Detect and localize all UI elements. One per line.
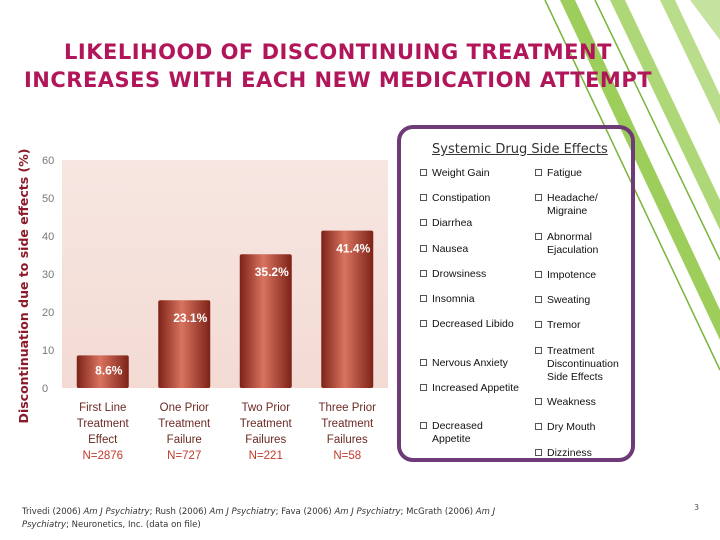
- checkbox-bullet-icon: [420, 245, 427, 252]
- side-effect-label: Dry Mouth: [547, 421, 596, 433]
- title-line-1: LIKELIHOOD OF DISCONTINUING TREATMENT: [64, 40, 612, 64]
- y-tick-label: 50: [42, 193, 54, 205]
- side-effect-label: Drowsiness: [432, 268, 487, 280]
- checkbox-bullet-icon: [420, 295, 427, 302]
- stripe-2: [610, 0, 720, 230]
- side-effect-label: Decreased Appetite: [432, 420, 483, 445]
- citation: Trivedi (2006) Am J Psychiatry; Rush (20…: [22, 506, 522, 532]
- checkbox-bullet-icon: [535, 321, 542, 328]
- y-axis-label: Discontinuation due to side effects (%): [16, 149, 31, 424]
- checkbox-bullet-icon: [420, 320, 427, 327]
- bar: [239, 254, 292, 388]
- bar-value-label: 35.2%: [255, 265, 289, 279]
- category-label: Effect: [88, 434, 118, 446]
- bar-value-label: 41.4%: [336, 242, 370, 256]
- category-label: One Prior: [160, 402, 209, 414]
- citation-part: ; Fava (2006): [275, 507, 335, 517]
- y-tick-label: 30: [42, 269, 54, 281]
- side-effect-label: Fatigue: [547, 167, 583, 179]
- bar: [321, 230, 374, 388]
- side-effect-label: Weight Gain: [432, 167, 490, 179]
- side-effect-label: Constipation: [432, 192, 491, 204]
- stripe-1: [560, 0, 720, 340]
- category-label: Treatment: [240, 418, 293, 430]
- side-effect-label: Insomnia: [432, 293, 475, 305]
- checkbox-bullet-icon: [535, 423, 542, 430]
- side-effect-label: Nausea: [432, 243, 469, 255]
- checkbox-bullet-icon: [420, 169, 427, 176]
- checkbox-bullet-icon: [420, 194, 427, 201]
- category-n-label: N=58: [333, 450, 361, 462]
- checkbox-bullet-icon: [420, 270, 427, 277]
- category-n-label: N=221: [249, 450, 283, 462]
- category-n-label: N=2876: [82, 450, 123, 462]
- category-label: First Line: [79, 402, 126, 414]
- category-label: Failures: [327, 434, 368, 446]
- checkbox-bullet-icon: [420, 359, 427, 366]
- y-tick-label: 20: [42, 307, 54, 319]
- citation-part: Am J Psychiatry: [209, 507, 276, 517]
- checkbox-bullet-icon: [535, 398, 542, 405]
- category-label: Treatment: [77, 418, 130, 430]
- stripe-3: [660, 0, 720, 125]
- side-effects-box: [397, 125, 635, 462]
- citation-part: ; Rush (2006): [149, 507, 210, 517]
- side-effect-label: Nervous Anxiety: [432, 357, 508, 369]
- checkbox-bullet-icon: [535, 296, 542, 303]
- citation-part: Am J Psychiatry: [83, 507, 150, 517]
- y-tick-label: 60: [42, 155, 54, 167]
- y-tick-label: 10: [42, 345, 54, 357]
- side-effect-label: Dizziness: [547, 447, 592, 459]
- side-effect-label: Decreased Libido: [432, 318, 514, 330]
- checkbox-bullet-icon: [535, 449, 542, 456]
- citation-part: ; Neuronetics, Inc. (data on file): [66, 520, 201, 530]
- category-label: Failures: [245, 434, 286, 446]
- side-effect-label: Increased Appetite: [432, 382, 519, 394]
- side-effects-title: Systemic Drug Side Effects: [432, 142, 608, 157]
- checkbox-bullet-icon: [535, 194, 542, 201]
- category-label: Three Prior: [318, 402, 376, 414]
- bar: [158, 300, 211, 388]
- checkbox-bullet-icon: [420, 422, 427, 429]
- checkbox-bullet-icon: [420, 384, 427, 391]
- checkbox-bullet-icon: [535, 233, 542, 240]
- category-label: Two Prior: [241, 402, 290, 414]
- citation-part: ; McGrath (2006): [400, 507, 476, 517]
- bar-value-label: 8.6%: [95, 363, 123, 377]
- stripe-line-2: [594, 0, 720, 261]
- category-n-label: N=727: [167, 450, 201, 462]
- checkbox-bullet-icon: [535, 169, 542, 176]
- citation-part: Trivedi (2006): [22, 507, 84, 517]
- side-effect-label: Headache/ Migraine: [547, 192, 598, 217]
- checkbox-bullet-icon: [535, 347, 542, 354]
- side-effect-label: Diarrhea: [432, 217, 473, 229]
- side-effect-label: Abnormal Ejaculation: [547, 231, 599, 256]
- title-line-2: INCREASES WITH EACH NEW MEDICATION ATTEM…: [23, 68, 653, 92]
- side-effect-label: Impotence: [547, 269, 597, 281]
- citation-part: Am J Psychiatry: [334, 507, 401, 517]
- side-effect-label: Treatment Discontinuation Side Effects: [547, 345, 619, 383]
- bar-chart: 0 10 20 30 40 50 60 Discontinuation due to side…: [16, 149, 388, 462]
- y-tick-label: 0: [42, 383, 48, 395]
- page-number: 3: [694, 503, 700, 512]
- category-label: Failure: [167, 434, 202, 446]
- decorative-stripes: [544, 0, 720, 371]
- bar-value-label: 23.1%: [173, 311, 207, 325]
- citation-part: Am J Psychiatry: [22, 507, 496, 530]
- side-effect-label: Weakness: [547, 396, 596, 408]
- checkbox-bullet-icon: [420, 219, 427, 226]
- checkbox-bullet-icon: [535, 271, 542, 278]
- bar: [76, 355, 129, 388]
- category-label: Treatment: [158, 418, 211, 430]
- category-label: Treatment: [321, 418, 374, 430]
- y-tick-label: 40: [42, 231, 54, 243]
- slide-title: LIKELIHOOD OF DISCONTINUING TREATMENT IN…: [18, 38, 658, 94]
- side-effect-label: Tremor: [547, 319, 581, 331]
- stripe-4: [690, 0, 720, 40]
- side-effect-label: Sweating: [547, 294, 591, 306]
